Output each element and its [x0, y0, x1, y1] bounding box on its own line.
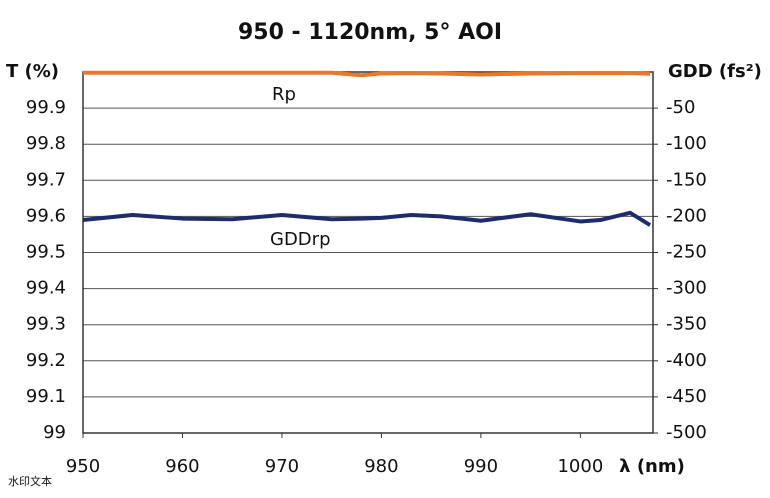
- y2-tick-label: -450: [666, 386, 707, 407]
- watermark: 水印文本: [8, 474, 52, 488]
- x-tick-label: 950: [66, 456, 100, 477]
- y2-tick-label: -500: [666, 422, 707, 443]
- y-tick-label: 99.2: [26, 350, 66, 371]
- y-tick-label: 99: [43, 422, 66, 443]
- x-tick-label: 960: [165, 456, 199, 477]
- y-tick-label: 99.7: [26, 169, 66, 190]
- x-tick-label: 990: [464, 456, 498, 477]
- y2-tick-label: -250: [666, 242, 707, 263]
- series-label: Rp: [272, 84, 296, 105]
- y-tick-label: 99.3: [26, 314, 66, 335]
- x-tick-label: 970: [265, 456, 299, 477]
- y2-tick-label: -100: [666, 133, 707, 154]
- y-tick-label: 99.9: [26, 97, 66, 118]
- series-line: [83, 70, 651, 78]
- y2-tick-label: -200: [666, 205, 707, 226]
- y2-axis-title: GDD (fs²): [668, 61, 762, 82]
- y2-tick-label: -400: [666, 350, 707, 371]
- plot-frame: [82, 71, 654, 434]
- y-tick-label: 99.1: [26, 386, 66, 407]
- y-tick-label: 99.8: [26, 133, 66, 154]
- series-line: [82, 210, 652, 227]
- y-tick-label: 99.5: [26, 242, 66, 263]
- y2-tick-label: -150: [666, 169, 707, 190]
- series-label: GDDrp: [270, 229, 331, 250]
- y-tick-label: 99.6: [26, 205, 66, 226]
- y2-tick-label: -350: [666, 314, 707, 335]
- x-axis-title: λ (nm): [619, 456, 685, 477]
- y2-tick-label: -50: [666, 97, 695, 118]
- chart-title: 950 - 1120nm, 5° AOI: [238, 20, 502, 45]
- y-tick-label: 99.4: [26, 278, 66, 299]
- x-tick-label: 1000: [557, 456, 603, 477]
- y2-tick-label: -300: [666, 278, 707, 299]
- x-tick-label: 980: [364, 456, 398, 477]
- y-axis-title: T (%): [6, 61, 59, 82]
